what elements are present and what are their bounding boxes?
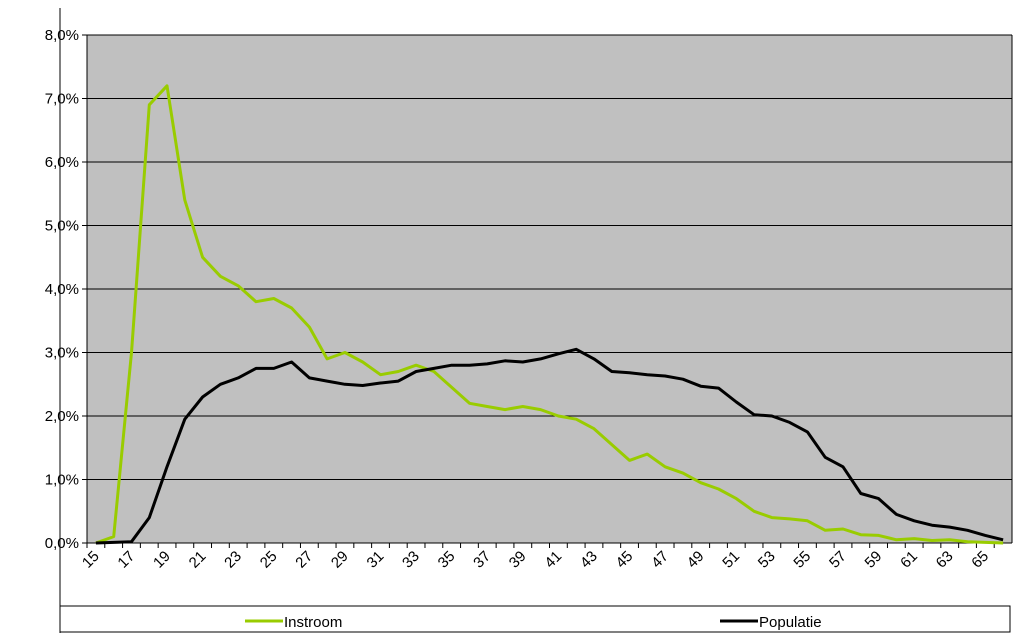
x-tick-label: 37 — [470, 548, 494, 572]
y-tick-label: 2,0% — [45, 408, 79, 425]
x-tick-label: 27 — [292, 548, 316, 572]
x-tick-label: 57 — [826, 548, 850, 572]
x-tick-label: 51 — [719, 548, 743, 572]
x-tick-label: 63 — [933, 548, 957, 572]
x-tick-label: 39 — [506, 548, 530, 572]
x-tick-label: 31 — [364, 548, 388, 572]
y-tick-label: 5,0% — [45, 218, 79, 235]
x-tick-label: 61 — [897, 548, 921, 572]
x-tick-label: 25 — [257, 548, 281, 572]
y-tick-label: 6,0% — [45, 154, 79, 171]
legend-label: Instroom — [284, 614, 342, 631]
series-line — [95, 347, 1004, 545]
x-tick-label: 17 — [114, 548, 138, 572]
x-tick-label: 19 — [150, 548, 174, 572]
y-tick-label: 3,0% — [45, 345, 79, 362]
y-tick-label: 8,0% — [45, 27, 79, 44]
x-tick-label: 33 — [399, 548, 423, 572]
x-tick-label: 53 — [755, 548, 779, 572]
x-tick-label: 47 — [648, 548, 672, 572]
x-tick-label: 41 — [541, 548, 565, 572]
x-tick-label: 29 — [328, 548, 352, 572]
y-tick-label: 4,0% — [45, 281, 79, 298]
x-tick-label: 35 — [435, 548, 459, 572]
legend-box — [59, 605, 1011, 633]
x-tick-label: 43 — [577, 548, 601, 572]
x-tick-label: 49 — [684, 548, 708, 572]
x-tick-label: 55 — [790, 548, 814, 572]
x-tick-label: 45 — [613, 548, 637, 572]
x-tick-label: 15 — [79, 548, 103, 572]
x-tick-label: 59 — [862, 548, 886, 572]
x-tick-label: 21 — [186, 548, 210, 572]
y-tick-label: 0,0% — [45, 535, 79, 552]
y-tick-label: 1,0% — [45, 472, 79, 489]
y-tick-label: 7,0% — [45, 91, 79, 108]
x-tick-label: 23 — [221, 548, 245, 572]
x-tick-label: 65 — [968, 548, 992, 572]
legend-label: Populatie — [759, 614, 822, 631]
series-line — [95, 84, 1004, 545]
